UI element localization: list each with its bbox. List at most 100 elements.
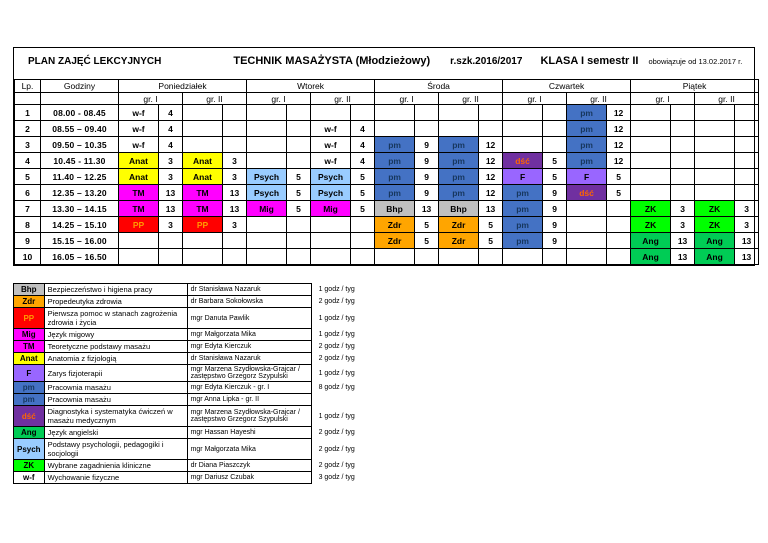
timetable-row: 10 16.05 – 16.50 Ang 13 Ang 13: [14, 248, 760, 265]
room-cell: 13: [478, 200, 504, 217]
room-cell: 3: [221, 216, 248, 233]
lesson-time: 08.55 – 09.40: [40, 120, 119, 137]
legend-hours-per-week: 2 godz / tyg: [318, 355, 355, 362]
legend-hours-per-week: 8 godz / tyg: [318, 384, 355, 391]
room-cell: [414, 104, 440, 121]
room-cell: [542, 120, 568, 137]
lesson-time: 11.40 – 12.25: [40, 168, 119, 185]
subject-cell: Ang: [694, 232, 736, 249]
room-cell: [478, 248, 504, 265]
room-cell: 12: [478, 136, 504, 153]
subject-cell: [374, 104, 416, 121]
subject-cell: [310, 216, 352, 233]
legend-teacher-name: mgr Dariusz Czubak: [186, 471, 312, 484]
legend-subject-name: Wybrane zagadnienia kliniczne: [43, 459, 188, 472]
subject-cell: Zdr: [438, 232, 480, 249]
subject-cell: [246, 152, 288, 169]
legend-row: PP Pierwsza pomoc w stanach zagrożenia zd…: [13, 307, 382, 329]
room-cell: 3: [158, 216, 183, 233]
subject-cell: [630, 120, 672, 137]
subject-cell: [438, 104, 480, 121]
subject-cell: [374, 120, 416, 137]
subject-cell: [694, 120, 736, 137]
room-cell: [350, 104, 376, 121]
subject-cell: [694, 184, 736, 201]
room-cell: [670, 168, 696, 185]
room-cell: [542, 248, 568, 265]
room-cell: 3: [734, 200, 760, 217]
school-year: r.szk.2016/2017: [450, 56, 523, 67]
lesson-number: 1: [14, 104, 41, 121]
subject-cell: TM: [118, 200, 159, 217]
legend-subject-abbr: Psych: [13, 438, 45, 460]
room-cell: [734, 184, 760, 201]
legend-body: Bhp Bezpieczeństwo i higiena pracy dr Stan…: [13, 283, 382, 484]
group-label-gr1: gr. I: [118, 92, 183, 105]
subject-cell: pm: [374, 168, 416, 185]
room-cell: 9: [414, 136, 440, 153]
timetable-row: 1 08.00 - 08.45 w-f 4 pm 12: [14, 104, 760, 121]
subject-cell: Psych: [246, 184, 288, 201]
legend-subject-name: Bezpieczeństwo i higiena pracy: [43, 283, 188, 296]
room-cell: 4: [350, 136, 376, 153]
legend-subject-name: Propedeutyka zdrowia: [43, 295, 188, 308]
subject-cell: [566, 216, 608, 233]
day-header-thursday: Czwartek: [502, 79, 632, 93]
day-header-tuesday: Wtorek: [246, 79, 376, 93]
room-cell: 3: [670, 216, 696, 233]
legend-hours-per-week: 2 godz / tyg: [318, 429, 355, 436]
lesson-time: 08.00 - 08.45: [40, 104, 119, 121]
subject-cell: Bhp: [374, 200, 416, 217]
group-label-gr1: gr. I: [502, 92, 568, 105]
legend-subject-name: Język migowy: [43, 328, 188, 341]
legend-subject-name: Podstawy psychologii, pedagogiki i socjo…: [43, 438, 188, 460]
room-cell: 4: [350, 120, 376, 137]
room-cell: 5: [542, 168, 568, 185]
room-cell: 13: [221, 200, 248, 217]
subject-cell: TM: [118, 184, 159, 201]
lesson-time: 10.45 - 11.30: [40, 152, 119, 169]
lesson-number: 3: [14, 136, 41, 153]
subject-cell: pm: [438, 152, 480, 169]
room-cell: 12: [606, 136, 632, 153]
room-cell: [221, 248, 248, 265]
subject-cell: pm: [438, 136, 480, 153]
legend-hours-per-week: 2 godz / tyg: [318, 343, 355, 350]
timetable-row: 4 10.45 - 11.30 Anat 3 Anat 3 w-f 4 pm 9 pm 12 dść 5 p…: [14, 152, 760, 169]
lesson-time: 12.35 – 13.20: [40, 184, 119, 201]
room-cell: [221, 136, 248, 153]
room-cell: [286, 152, 312, 169]
subject-cell: PP: [182, 216, 223, 233]
subject-cell: [246, 232, 288, 249]
timetable-row: 3 09.50 – 10.35 w-f 4 w-f 4 pm 9 pm 12 pm 12: [14, 136, 760, 153]
legend-subject-name: Pracownia masażu: [43, 393, 188, 406]
subject-cell: TM: [182, 184, 223, 201]
legend-row: Ang Język angielski mgr Hassan Hayeshi 2 go…: [13, 426, 382, 439]
legend-subject-abbr: w-f: [13, 471, 45, 484]
room-cell: [158, 248, 183, 265]
subject-cell: pm: [502, 232, 544, 249]
subject-cell: [630, 136, 672, 153]
legend-subject-name: Pracownia masażu: [43, 381, 188, 394]
empty-header-cell: [40, 92, 119, 105]
legend-row: pm Pracownia masażu mgr Edyta Kierczuk - g…: [13, 381, 382, 394]
subject-cell: Zdr: [374, 232, 416, 249]
subject-cell: Zdr: [374, 216, 416, 233]
legend-subject-abbr: dść: [13, 405, 45, 427]
subject-cell: [694, 136, 736, 153]
legend-row: ZK Wybrane zagadnienia kliniczne dr Diana …: [13, 459, 382, 472]
subject-cell: TM: [182, 200, 223, 217]
lesson-time: 15.15 – 16.00: [40, 232, 119, 249]
subject-cell: [694, 168, 736, 185]
subject-cell: pm: [374, 136, 416, 153]
subject-cell: Zdr: [438, 216, 480, 233]
subject-cell: [502, 136, 544, 153]
subject-cell: [630, 152, 672, 169]
subject-cell: Psych: [310, 184, 352, 201]
lesson-number: 10: [14, 248, 41, 265]
room-cell: 3: [158, 152, 183, 169]
subject-cell: F: [566, 168, 608, 185]
legend-subject-name: Język angielski: [43, 426, 188, 439]
subject-cell: [310, 248, 352, 265]
room-cell: [606, 232, 632, 249]
